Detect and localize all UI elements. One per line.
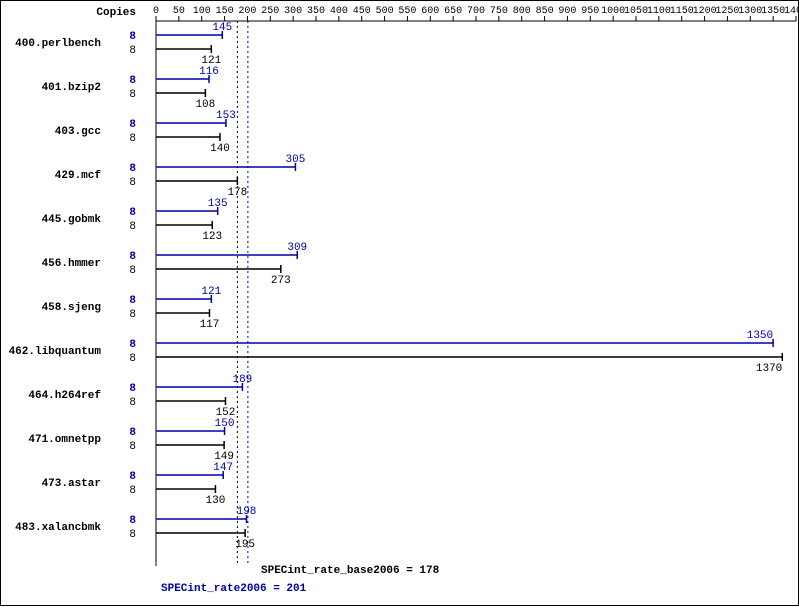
svg-text:145: 145 <box>212 22 232 34</box>
svg-text:1000: 1000 <box>601 6 625 17</box>
svg-text:305: 305 <box>286 154 306 166</box>
svg-text:464.h264ref: 464.h264ref <box>28 390 101 402</box>
svg-text:117: 117 <box>200 319 220 331</box>
svg-text:121: 121 <box>201 286 221 298</box>
svg-text:750: 750 <box>490 6 508 17</box>
spec-chart: 0 50 100 150 200 250 300 350 400 450 500 550 600 650 7… <box>0 0 799 606</box>
svg-text:250: 250 <box>261 6 279 17</box>
svg-text:403.gcc: 403.gcc <box>55 126 101 138</box>
svg-text:150: 150 <box>215 418 235 430</box>
svg-text:8: 8 <box>129 339 136 351</box>
svg-text:200: 200 <box>238 6 256 17</box>
svg-text:350: 350 <box>307 6 325 17</box>
svg-text:483.xalancbmk: 483.xalancbmk <box>15 522 101 534</box>
svg-text:8: 8 <box>129 163 136 175</box>
svg-text:8: 8 <box>129 31 136 43</box>
svg-text:8: 8 <box>129 441 136 453</box>
svg-text:401.bzip2: 401.bzip2 <box>42 82 101 94</box>
svg-text:456.hmmer: 456.hmmer <box>42 258 101 270</box>
svg-text:1150: 1150 <box>670 6 694 17</box>
svg-text:123: 123 <box>202 231 222 243</box>
svg-text:900: 900 <box>558 6 576 17</box>
svg-text:8: 8 <box>129 309 136 321</box>
svg-text:473.astar: 473.astar <box>42 478 101 490</box>
svg-text:178: 178 <box>227 187 247 199</box>
chart-svg: 0 50 100 150 200 250 300 350 400 450 500 550 600 650 7… <box>1 1 799 607</box>
svg-text:600: 600 <box>421 6 439 17</box>
svg-text:1370: 1370 <box>756 363 782 375</box>
svg-text:8: 8 <box>129 295 136 307</box>
svg-text:458.sjeng: 458.sjeng <box>42 302 101 314</box>
svg-text:189: 189 <box>232 374 252 386</box>
svg-text:8: 8 <box>129 529 136 541</box>
svg-text:8: 8 <box>129 265 136 277</box>
svg-text:800: 800 <box>513 6 531 17</box>
svg-text:429.mcf: 429.mcf <box>55 170 102 182</box>
svg-text:0: 0 <box>153 6 159 17</box>
svg-text:1250: 1250 <box>715 6 739 17</box>
svg-text:445.gobmk: 445.gobmk <box>42 214 102 226</box>
svg-text:1350: 1350 <box>747 330 773 342</box>
svg-text:300: 300 <box>284 6 302 17</box>
svg-text:100: 100 <box>193 6 211 17</box>
svg-text:8: 8 <box>129 397 136 409</box>
svg-text:850: 850 <box>536 6 554 17</box>
svg-text:108: 108 <box>195 99 215 111</box>
svg-text:462.libquantum: 462.libquantum <box>9 346 102 358</box>
svg-text:8: 8 <box>129 177 136 189</box>
svg-text:700: 700 <box>467 6 485 17</box>
svg-text:400: 400 <box>330 6 348 17</box>
svg-text:8: 8 <box>129 221 136 233</box>
svg-text:SPECint_rate2006 = 201: SPECint_rate2006 = 201 <box>161 583 307 595</box>
svg-text:8: 8 <box>129 383 136 395</box>
svg-text:Copies: Copies <box>96 7 136 19</box>
svg-text:950: 950 <box>581 6 599 17</box>
svg-text:50: 50 <box>173 6 185 17</box>
svg-text:8: 8 <box>129 427 136 439</box>
svg-text:650: 650 <box>444 6 462 17</box>
svg-text:309: 309 <box>287 242 307 254</box>
svg-text:8: 8 <box>129 485 136 497</box>
svg-text:1100: 1100 <box>647 6 671 17</box>
svg-text:500: 500 <box>376 6 394 17</box>
svg-text:198: 198 <box>237 506 257 518</box>
svg-text:8: 8 <box>129 119 136 131</box>
svg-text:8: 8 <box>129 353 136 365</box>
svg-text:1050: 1050 <box>624 6 648 17</box>
svg-text:153: 153 <box>216 110 236 122</box>
svg-text:8: 8 <box>129 45 136 57</box>
svg-text:150: 150 <box>216 6 234 17</box>
svg-text:550: 550 <box>398 6 416 17</box>
svg-text:1400: 1400 <box>784 6 799 17</box>
svg-text:140: 140 <box>210 143 230 155</box>
svg-text:273: 273 <box>271 275 291 287</box>
svg-text:195: 195 <box>235 539 255 551</box>
svg-text:8: 8 <box>129 75 136 87</box>
svg-text:116: 116 <box>199 66 219 78</box>
svg-text:8: 8 <box>129 207 136 219</box>
svg-text:450: 450 <box>353 6 371 17</box>
svg-text:1300: 1300 <box>738 6 762 17</box>
svg-text:8: 8 <box>129 515 136 527</box>
svg-text:8: 8 <box>129 251 136 263</box>
svg-text:471.omnetpp: 471.omnetpp <box>28 434 101 446</box>
svg-text:SPECint_rate_base2006 = 178: SPECint_rate_base2006 = 178 <box>261 565 440 577</box>
svg-text:130: 130 <box>206 495 226 507</box>
svg-text:135: 135 <box>208 198 228 210</box>
svg-text:8: 8 <box>129 89 136 101</box>
svg-text:400.perlbench: 400.perlbench <box>15 38 101 50</box>
svg-text:8: 8 <box>129 471 136 483</box>
svg-text:1350: 1350 <box>761 6 785 17</box>
svg-text:1200: 1200 <box>693 6 717 17</box>
svg-text:8: 8 <box>129 133 136 145</box>
svg-text:147: 147 <box>213 462 233 474</box>
